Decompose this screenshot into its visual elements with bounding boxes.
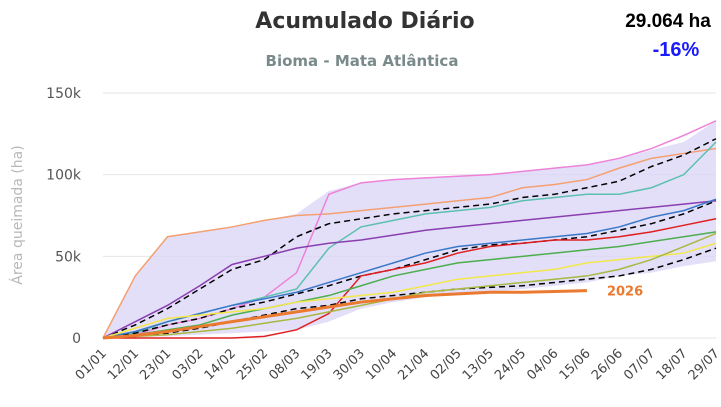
- x-tick-label: 24/05: [492, 346, 529, 383]
- series-line: [102, 200, 717, 339]
- series-line: [102, 242, 717, 339]
- x-tick-label: 30/03: [331, 346, 368, 383]
- x-tick-label: 23/01: [137, 346, 174, 383]
- series-line: [102, 231, 717, 339]
- range-area: [103, 120, 716, 339]
- x-tick-label: 25/02: [234, 346, 271, 383]
- series-line: [102, 138, 717, 339]
- chart-title: Acumulado Diário: [255, 9, 474, 34]
- x-tick-label: 07/07: [621, 346, 658, 383]
- x-tick-label: 01/01: [73, 346, 110, 383]
- series-line: [103, 218, 717, 339]
- x-tick-label: 29/07: [686, 346, 721, 383]
- x-tick-label: 19/03: [299, 346, 336, 383]
- x-tick-label: 12/01: [105, 346, 142, 383]
- y-axis-label: Área queimada (ha): [9, 145, 26, 284]
- chart-subtitle: Bioma - Mata Atlântica: [266, 52, 459, 70]
- change-percent: -16%: [653, 39, 700, 61]
- x-tick-label: 21/04: [395, 346, 432, 383]
- x-tick-label: 18/07: [653, 346, 690, 383]
- y-tick-label: 150k: [46, 86, 82, 102]
- x-tick-label: 02/05: [428, 346, 465, 383]
- series-line: [102, 200, 717, 339]
- y-tick-label: 0: [72, 331, 81, 347]
- x-tick-label: 03/02: [170, 346, 207, 383]
- total-area: 29.064 ha: [625, 11, 711, 32]
- x-tick-label: 15/06: [557, 346, 594, 383]
- series-line: [102, 147, 717, 339]
- series-label: 2026: [607, 285, 643, 300]
- series-line: [102, 198, 717, 339]
- y-tick-label: 50k: [55, 249, 82, 265]
- x-tick-label: 04/06: [524, 346, 561, 383]
- x-tick-label: 14/02: [202, 346, 239, 383]
- series-line: [102, 289, 587, 340]
- y-tick-label: 100k: [46, 168, 82, 184]
- x-tick-label: 08/03: [266, 346, 303, 383]
- x-tick-label: 26/06: [589, 346, 626, 383]
- series-line: [102, 232, 717, 339]
- x-tick-label: 10/04: [363, 346, 400, 383]
- x-tick-label: 13/05: [460, 346, 497, 383]
